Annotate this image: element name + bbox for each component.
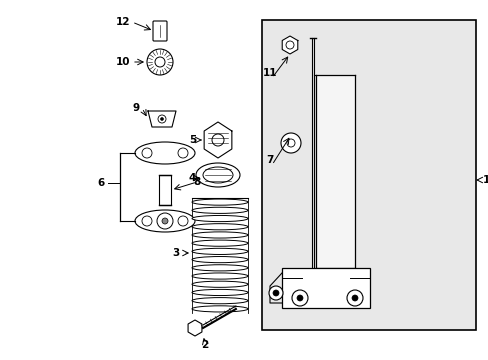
Circle shape [142, 216, 152, 226]
Bar [282, 268, 369, 308]
Circle shape [281, 133, 301, 153]
Text: 6: 6 [98, 178, 105, 188]
Ellipse shape [192, 199, 247, 205]
Text: 8: 8 [193, 177, 200, 187]
Circle shape [268, 286, 283, 300]
Ellipse shape [192, 281, 247, 287]
Circle shape [142, 148, 152, 158]
Circle shape [162, 218, 168, 224]
Bar [262, 20, 475, 330]
Text: 11: 11 [262, 68, 277, 78]
Text: 12: 12 [115, 17, 130, 27]
Circle shape [272, 290, 279, 296]
Ellipse shape [192, 215, 247, 222]
Circle shape [178, 216, 187, 226]
Circle shape [285, 41, 293, 49]
Ellipse shape [192, 224, 247, 230]
Text: 4: 4 [188, 173, 196, 183]
FancyBboxPatch shape [153, 21, 167, 41]
Ellipse shape [135, 142, 195, 164]
Circle shape [351, 295, 357, 301]
Polygon shape [203, 122, 231, 158]
Circle shape [160, 117, 163, 121]
Circle shape [291, 290, 307, 306]
Circle shape [147, 49, 173, 75]
Text: 7: 7 [266, 155, 273, 165]
Circle shape [158, 115, 165, 123]
Ellipse shape [192, 289, 247, 296]
Ellipse shape [192, 273, 247, 279]
Text: 1: 1 [482, 175, 488, 185]
Ellipse shape [192, 298, 247, 304]
Ellipse shape [192, 232, 247, 238]
Text: 5: 5 [188, 135, 196, 145]
Ellipse shape [192, 207, 247, 213]
Text: 3: 3 [172, 248, 180, 258]
Ellipse shape [192, 240, 247, 246]
Ellipse shape [135, 210, 195, 232]
Bar [159, 175, 171, 205]
Ellipse shape [203, 167, 232, 183]
Ellipse shape [192, 265, 247, 271]
Bar [315, 75, 354, 268]
Text: 10: 10 [115, 57, 130, 67]
Circle shape [157, 213, 173, 229]
Ellipse shape [192, 257, 247, 263]
Text: 2: 2 [201, 340, 208, 350]
Polygon shape [282, 36, 297, 54]
Text: 9: 9 [133, 103, 140, 113]
Circle shape [178, 148, 187, 158]
Circle shape [286, 139, 294, 147]
Ellipse shape [192, 248, 247, 255]
Circle shape [346, 290, 362, 306]
Polygon shape [148, 111, 176, 127]
Ellipse shape [196, 163, 240, 187]
Circle shape [155, 57, 164, 67]
Circle shape [296, 295, 303, 301]
Ellipse shape [192, 306, 247, 312]
Circle shape [212, 134, 224, 146]
